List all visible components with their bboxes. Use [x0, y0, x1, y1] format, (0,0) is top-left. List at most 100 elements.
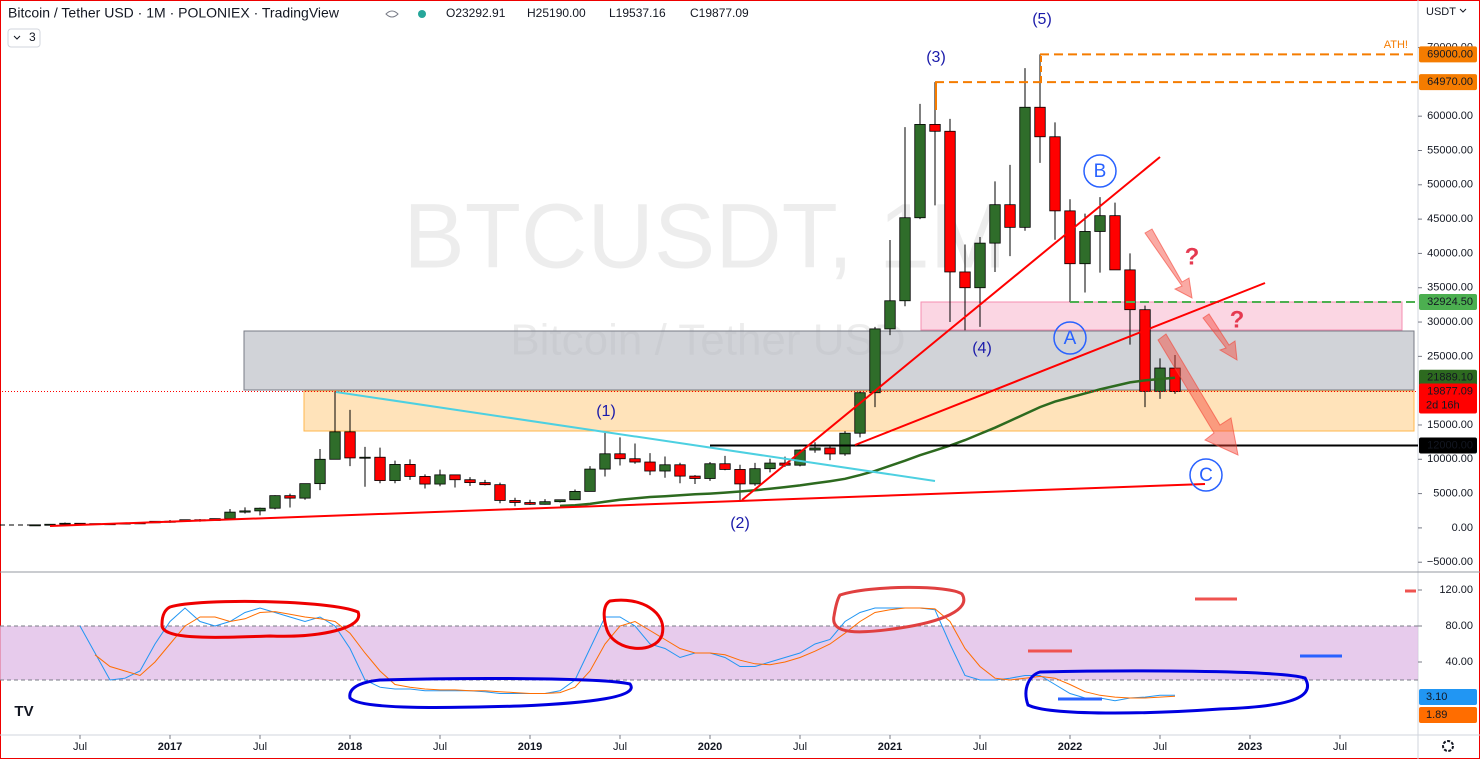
candle-body [989, 204, 1001, 244]
stoch-last-box [1419, 707, 1477, 723]
candle-body [644, 461, 656, 472]
stoch-last-box [1419, 689, 1477, 705]
price-label-box [1419, 437, 1477, 454]
footer-icons: TV [14, 703, 1454, 752]
chevron [1459, 8, 1467, 13]
y-tick-label: 10000.00 [1427, 453, 1473, 465]
question: ? [1230, 306, 1245, 333]
header: Bitcoin / Tether USD · 1M · POLONIEX · T… [7, 5, 1467, 48]
y-tick-label: 80.00 [1445, 620, 1473, 632]
x-tick-label: Jul [793, 741, 807, 753]
price-pane [0, 53, 1418, 527]
x-tick-label: Jul [613, 741, 627, 753]
trend-line [854, 282, 1266, 446]
candle-body [374, 456, 386, 481]
stoch-last-label: 3.10 [1426, 691, 1447, 703]
candle-body [974, 242, 986, 289]
price-label-box [1419, 293, 1477, 310]
y-tick-label: 30000.00 [1427, 316, 1473, 328]
circle [1053, 321, 1087, 355]
price-label: 64970.00 [1427, 76, 1473, 88]
candle-body [899, 217, 911, 302]
price-label-box [1419, 383, 1477, 414]
candle-body [569, 490, 581, 501]
candle-body [494, 484, 506, 501]
price-label: 19877.09 [1427, 385, 1473, 397]
candle-body [299, 483, 311, 499]
highlight [160, 599, 361, 639]
eye-icon[interactable] [385, 10, 399, 18]
ohlc: H25190.00 [527, 6, 586, 20]
candle-body [269, 495, 281, 509]
candle-body [509, 500, 521, 503]
highlight [1024, 669, 1309, 715]
status-dot [418, 10, 426, 18]
arrow [1202, 313, 1238, 361]
candle-body [1049, 136, 1061, 212]
trend-lines [49, 56, 1266, 527]
x-tick-label: 2018 [338, 741, 362, 753]
y-unit: USDT [1426, 6, 1456, 18]
candle-body [614, 453, 626, 460]
x-tick-label: 2020 [698, 741, 722, 753]
ohlc: L19537.16 [609, 6, 666, 20]
x-tick-label: 2021 [878, 741, 902, 753]
candle-body [59, 522, 71, 525]
trend-line [335, 391, 936, 482]
candle-body [929, 124, 941, 132]
candle-body [539, 501, 551, 505]
x-tick-label: Jul [1153, 741, 1167, 753]
y-tick-label: 15000.00 [1427, 419, 1473, 431]
candle-body [314, 458, 326, 485]
trend-line [741, 156, 1161, 501]
trend-line [49, 483, 1206, 527]
x-tick-label: Jul [73, 741, 87, 753]
annotations: (1) (2) (3) (4) (5) A B C ? ? ATH! [596, 11, 1408, 532]
stoch-k [79, 607, 1176, 702]
abc-label: A [1064, 328, 1077, 349]
y-tick-label: 5000.00 [1433, 488, 1473, 500]
candle-body [734, 469, 746, 485]
candle-body [254, 507, 266, 512]
candle-body [224, 511, 236, 520]
candle-body [329, 431, 341, 460]
candle-body [854, 392, 866, 434]
candle-body [839, 432, 851, 455]
wave-label: (1) [596, 403, 616, 420]
arrows [1144, 228, 1239, 456]
x-tick-label: Jul [433, 741, 447, 753]
y-tick-label: 45000.00 [1427, 213, 1473, 225]
candle-body [959, 271, 971, 289]
abc-circles [1053, 154, 1223, 492]
chevron [13, 35, 21, 40]
candle-body [464, 479, 476, 484]
candle-body [764, 462, 776, 470]
arrow [1157, 333, 1239, 456]
settings-icon[interactable] [1442, 740, 1454, 752]
candle-body [629, 458, 641, 463]
highlight [832, 585, 966, 634]
candle-body [284, 495, 296, 499]
y-tick-label: 0.00 [1452, 522, 1473, 534]
candle-body [944, 130, 956, 273]
logo[interactable]: TV [14, 703, 33, 720]
x-tick-label: Jul [253, 741, 267, 753]
stoch-d [94, 607, 1176, 699]
ohlc: O23292.91 [446, 6, 506, 20]
candle-body [344, 431, 356, 459]
x-tick-label: 2017 [158, 741, 182, 753]
candle-body [599, 453, 611, 470]
zone-grey [243, 330, 1415, 391]
y-tick-label: 50000.00 [1427, 179, 1473, 191]
collapse-button[interactable] [7, 28, 41, 48]
x-tick-label: Jul [973, 741, 987, 753]
candle-body [824, 447, 836, 455]
y-tick-label: 120.00 [1439, 584, 1473, 596]
y-tick-label: 25000.00 [1427, 350, 1473, 362]
x-tick-label: 2022 [1058, 741, 1082, 753]
candle-body [239, 510, 251, 513]
y-tick-label: 40.00 [1445, 656, 1473, 668]
candle-body [1094, 215, 1106, 232]
candle-body [884, 300, 896, 330]
wave-label: (4) [972, 340, 992, 357]
